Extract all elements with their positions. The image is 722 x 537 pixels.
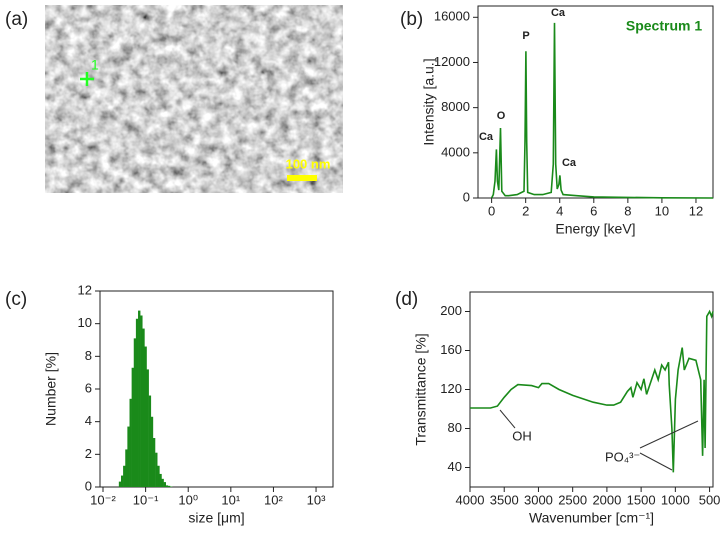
y-tick-label: 40 — [448, 459, 462, 474]
x-tick-label: 2500 — [558, 492, 587, 507]
x-tick-label: 0 — [488, 203, 495, 218]
y-tick-label: 16000 — [434, 9, 470, 24]
y-tick-label: 6 — [85, 380, 92, 395]
bar — [127, 426, 130, 487]
y-tick-label: 80 — [448, 420, 462, 435]
bar — [123, 465, 126, 487]
x-tick-label: 10⁻² — [90, 492, 116, 507]
bar — [144, 346, 147, 487]
band-label: OH — [512, 428, 532, 443]
data-line — [470, 309, 714, 473]
y-axis-label: Intensity [a.u.] — [421, 58, 437, 145]
y-tick-label: 10 — [78, 315, 92, 330]
y-tick-label: 12 — [78, 282, 92, 297]
x-axis-label: Energy [keV] — [555, 221, 635, 237]
annotation-arrow — [499, 409, 516, 429]
y-axis-label: Transmittance [%] — [413, 333, 429, 445]
x-tick-label: 12 — [689, 203, 703, 218]
bar — [131, 367, 135, 487]
bar — [148, 395, 152, 487]
bar — [120, 475, 124, 487]
marker-label: 1 — [91, 57, 99, 73]
panel-label: (d) — [395, 289, 418, 310]
bar — [135, 318, 139, 487]
bar — [163, 482, 166, 487]
x-tick-label: 10⁰ — [178, 492, 198, 507]
x-tick-label: 3500 — [490, 492, 519, 507]
bar — [152, 438, 156, 487]
sem-texture — [45, 5, 343, 193]
annotation-arrow — [639, 452, 673, 471]
peak-label: P — [522, 30, 529, 42]
x-tick-label: 2000 — [592, 492, 621, 507]
data-line — [490, 22, 714, 199]
x-tick-label: 1500 — [627, 492, 656, 507]
annotation-arrow — [639, 420, 699, 449]
x-tick-label: 6 — [590, 203, 597, 218]
y-tick-label: 0 — [85, 478, 92, 493]
panel-label: (b) — [400, 9, 423, 30]
y-tick-label: 8 — [85, 348, 92, 363]
x-tick-label: 500 — [699, 492, 721, 507]
bar — [138, 310, 141, 487]
bar — [167, 485, 171, 487]
peak-label: Ca — [551, 7, 566, 19]
scale-bar — [287, 175, 317, 181]
x-axis-label: Wavenumber [cm⁻¹] — [529, 510, 654, 526]
x-tick-label: 3000 — [524, 492, 553, 507]
y-tick-label: 200 — [440, 303, 462, 318]
y-tick-label: 160 — [440, 342, 462, 357]
y-tick-label: 4 — [85, 413, 92, 428]
y-tick-label: 12000 — [434, 54, 470, 69]
panel-label: (a) — [5, 9, 28, 30]
x-tick-label: 4000 — [456, 492, 485, 507]
y-tick-label: 2 — [85, 446, 92, 461]
bar — [142, 328, 145, 487]
y-tick-label: 120 — [440, 381, 462, 396]
x-tick-label: 4 — [556, 203, 563, 218]
bar — [146, 369, 149, 487]
y-tick-label: 8000 — [441, 99, 470, 114]
x-tick-label: 10³ — [307, 492, 326, 507]
y-tick-label: 4000 — [441, 144, 470, 159]
bar — [165, 485, 169, 487]
peak-label: O — [497, 110, 506, 122]
x-tick-label: 10⁻¹ — [133, 492, 159, 507]
band-label: PO₄³⁻ — [605, 449, 640, 464]
plot-frame — [477, 5, 714, 199]
peak-label: Ca — [479, 131, 494, 143]
chart-title: Spectrum 1 — [626, 18, 702, 34]
bar — [159, 473, 162, 487]
y-tick-label: 0 — [463, 189, 470, 204]
scale-bar-label: 100 nm — [286, 156, 331, 171]
bar — [140, 315, 143, 487]
bar — [129, 398, 132, 487]
bar — [133, 338, 137, 487]
x-tick-label: 2 — [522, 203, 529, 218]
x-tick-label: 1000 — [661, 492, 690, 507]
panel-label: (c) — [5, 289, 27, 310]
bar — [161, 478, 164, 487]
x-tick-label: 10¹ — [221, 492, 240, 507]
sem-image: 1 100 nm — [45, 5, 343, 193]
x-tick-label: 10² — [264, 492, 283, 507]
bar — [118, 481, 122, 487]
x-axis-label: size [μm] — [188, 510, 244, 526]
peak-label: Ca — [562, 157, 577, 169]
x-tick-label: 10 — [655, 203, 669, 218]
bar — [150, 416, 154, 487]
bar — [155, 452, 158, 487]
x-tick-label: 8 — [624, 203, 631, 218]
y-axis-label: Number [%] — [43, 352, 59, 426]
bar — [125, 449, 128, 487]
bar — [157, 465, 160, 487]
